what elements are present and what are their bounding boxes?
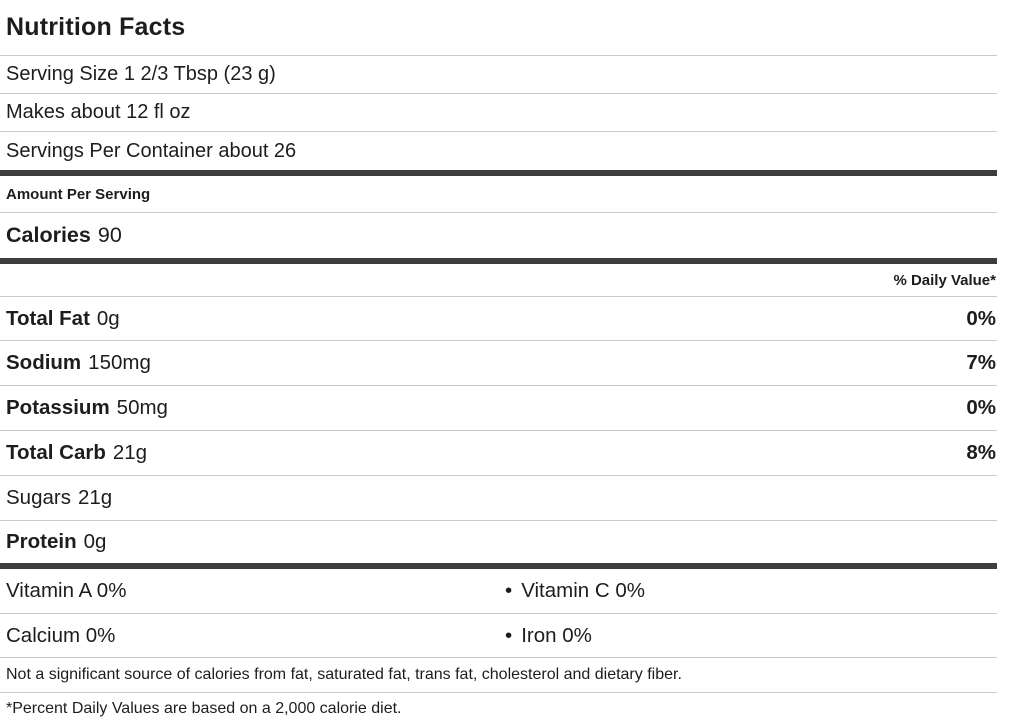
footnote-daily-values-text: *Percent Daily Values are based on a 2,0… bbox=[6, 700, 402, 717]
makes-about-row: Makes about 12 fl oz bbox=[0, 94, 997, 132]
nutrient-daily-value: 7% bbox=[966, 351, 996, 374]
page-title: Nutrition Facts bbox=[6, 13, 186, 41]
footnote-sources-text: Not a significant source of calories fro… bbox=[6, 666, 682, 683]
vitamin-row-a-c: Vitamin A 0% • Vitamin C 0% bbox=[0, 569, 997, 614]
nutrient-row-total-fat: Total Fat 0g 0% bbox=[0, 297, 997, 341]
serving-size-row: Serving Size 1 2/3 Tbsp (23 g) bbox=[0, 56, 997, 94]
nutrient-amount: 50mg bbox=[116, 396, 168, 419]
nutrient-name: Potassium bbox=[6, 396, 110, 419]
footnote-daily-values-row: *Percent Daily Values are based on a 2,0… bbox=[0, 693, 997, 725]
amount-per-serving-row: Amount Per Serving bbox=[0, 176, 997, 213]
nutrient-row-total-carb: Total Carb 21g 8% bbox=[0, 431, 997, 476]
vitamin-left: Vitamin A 0% bbox=[6, 579, 127, 602]
nutrient-name: Sugars bbox=[6, 486, 71, 509]
nutrient-name: Protein bbox=[6, 530, 77, 553]
thick-divider-bar bbox=[0, 170, 997, 176]
bullet-separator: • bbox=[505, 623, 513, 647]
nutrient-row-sugars: Sugars 21g bbox=[0, 476, 997, 521]
vitamin-right: Iron 0% bbox=[521, 623, 592, 647]
title-row: Nutrition Facts bbox=[0, 0, 997, 56]
calories-row: Calories 90 bbox=[0, 213, 997, 258]
nutrient-amount: 0g bbox=[96, 306, 120, 330]
servings-per-container-row: Servings Per Container about 26 bbox=[0, 132, 997, 170]
bullet-separator: • bbox=[505, 579, 513, 602]
thick-divider-bar bbox=[0, 258, 997, 264]
nutrient-name: Total Carb bbox=[6, 441, 106, 464]
nutrient-amount: 21g bbox=[77, 486, 113, 509]
serving-size-text: Serving Size 1 2/3 Tbsp (23 g) bbox=[6, 63, 276, 85]
nutrient-name: Total Fat bbox=[6, 306, 90, 330]
nutrient-name: Sodium bbox=[6, 351, 82, 374]
nutrient-daily-value: 0% bbox=[966, 396, 996, 419]
amount-per-serving-text: Amount Per Serving bbox=[6, 185, 151, 203]
nutrient-row-sodium: Sodium 150mg 7% bbox=[0, 341, 997, 386]
nutrient-daily-value: 0% bbox=[966, 306, 996, 330]
nutrient-row-potassium: Potassium 50mg 0% bbox=[0, 386, 997, 431]
calories-value: 90 bbox=[97, 223, 122, 247]
daily-value-header-text: % Daily Value* bbox=[893, 271, 996, 289]
vitamin-row-calcium-iron: Calcium 0% • Iron 0% bbox=[0, 614, 997, 658]
nutrient-amount: 0g bbox=[83, 530, 107, 553]
nutrient-amount: 150mg bbox=[88, 351, 151, 374]
vitamin-left: Calcium 0% bbox=[6, 623, 116, 647]
vitamin-right: Vitamin C 0% bbox=[521, 579, 645, 602]
nutrient-amount: 21g bbox=[112, 441, 148, 464]
daily-value-header-row: % Daily Value* bbox=[0, 264, 997, 297]
thick-divider-bar bbox=[0, 563, 997, 569]
makes-about-text: Makes about 12 fl oz bbox=[6, 101, 191, 123]
nutrient-row-protein: Protein 0g bbox=[0, 521, 997, 563]
servings-per-container-text: Servings Per Container about 26 bbox=[6, 139, 297, 162]
footnote-sources-row: Not a significant source of calories fro… bbox=[0, 658, 997, 693]
calories-label: Calories bbox=[6, 223, 91, 247]
nutrient-daily-value: 8% bbox=[966, 441, 996, 464]
